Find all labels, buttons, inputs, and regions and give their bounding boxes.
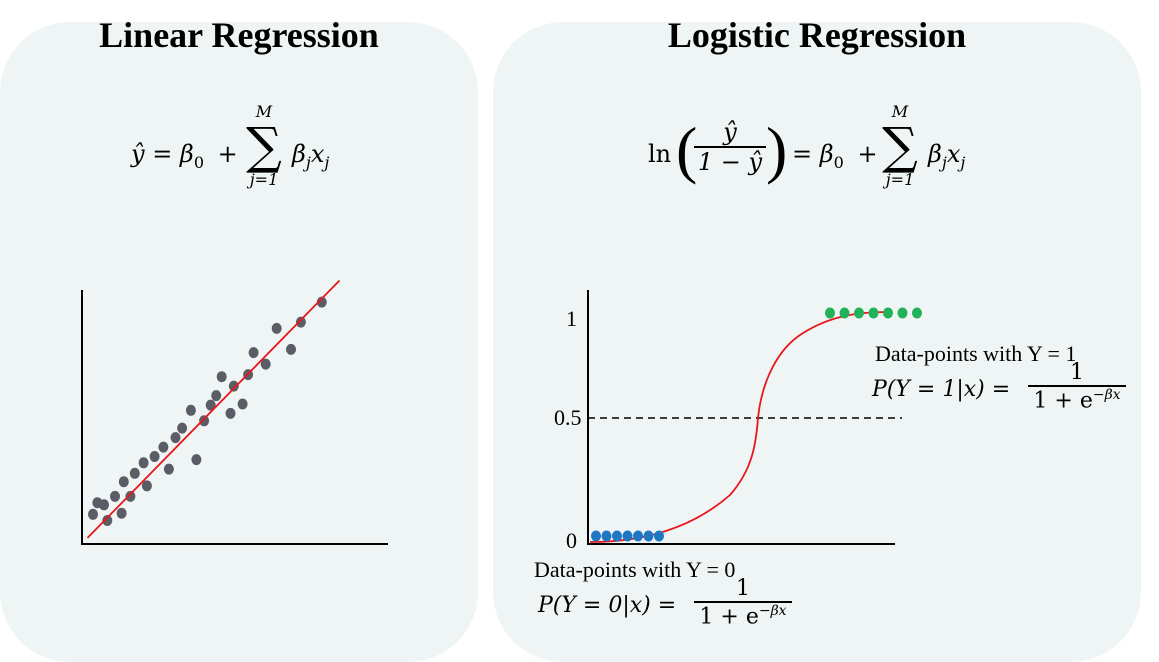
class-0-point bbox=[633, 530, 643, 542]
scatter-point bbox=[211, 390, 222, 402]
logistic-term-sub2: j bbox=[960, 152, 966, 172]
logistic-regression-panel bbox=[493, 22, 1141, 662]
logistic-frac-num: ŷ bbox=[723, 118, 737, 146]
scatter-point bbox=[295, 316, 306, 328]
y1-frac-line bbox=[1028, 385, 1126, 387]
scatter-point bbox=[138, 457, 149, 469]
scatter-point bbox=[163, 463, 174, 475]
scatter-point bbox=[237, 398, 248, 410]
class-1-point bbox=[825, 307, 835, 319]
scatter-point bbox=[99, 499, 109, 511]
y1-frac-den: 1 + e bbox=[1033, 387, 1093, 413]
y0-prob-lhs: P(Y = 0|x) = bbox=[538, 593, 677, 618]
linear-regression-title: Linear Regression bbox=[99, 15, 379, 55]
charts-canvas bbox=[81, 279, 922, 545]
class-1-point bbox=[868, 307, 879, 319]
logistic-sum-top: M bbox=[891, 102, 909, 121]
logistic-term-beta: β bbox=[928, 140, 942, 168]
class-1-point bbox=[912, 307, 922, 319]
logistic-eq-rhs: = β bbox=[792, 140, 834, 168]
logistic-odds-fraction: ŷ 1 − ŷ bbox=[694, 118, 766, 176]
logistic-eq-ln: ln bbox=[648, 140, 672, 168]
linear-sum-bottom: j=1 bbox=[249, 170, 279, 189]
linear-fit-line bbox=[86, 279, 341, 539]
scatter-point bbox=[102, 515, 113, 526]
y0-frac-line bbox=[694, 601, 792, 603]
linear-term-beta: β bbox=[292, 140, 306, 168]
linear-eq-lhs-sub: 0 bbox=[193, 152, 204, 172]
linear-eq-plus: + bbox=[217, 140, 238, 168]
y0-frac-den: 1 + e bbox=[699, 603, 759, 629]
scatter-point bbox=[88, 508, 98, 520]
logistic-term-x: x bbox=[946, 140, 961, 168]
class-0-point bbox=[591, 530, 601, 542]
logistic-frac-line bbox=[694, 146, 766, 148]
logistic-term-sub1: j bbox=[941, 152, 947, 172]
tick-label-0: 0 bbox=[566, 528, 577, 553]
scatter-point bbox=[116, 507, 127, 519]
linear-term-sub2: j bbox=[324, 152, 330, 172]
scatter-point bbox=[149, 451, 160, 462]
logistic-sum-bottom: j=1 bbox=[885, 170, 915, 189]
scatter-point bbox=[118, 476, 129, 488]
tick-label-0-5: 0.5 bbox=[554, 405, 582, 430]
scatter-point bbox=[248, 347, 259, 359]
logistic-eq-sub: 0 bbox=[833, 152, 844, 172]
class-0-point bbox=[601, 530, 612, 542]
y1-caption: Data-points with Y = 1 bbox=[875, 341, 1077, 366]
scatter-point bbox=[191, 454, 202, 466]
class-0-point bbox=[622, 530, 633, 542]
y0-frac-exp: −βx bbox=[758, 602, 787, 619]
scatter-point bbox=[316, 296, 327, 308]
linear-term-sub1: j bbox=[305, 152, 311, 172]
scatter-point bbox=[199, 415, 210, 427]
class-1-points bbox=[825, 307, 922, 319]
class-1-point bbox=[883, 307, 893, 319]
scatter-point bbox=[228, 380, 239, 392]
scatter-point bbox=[225, 407, 236, 419]
y1-prob-fraction: 1 1 + e−βx bbox=[1028, 360, 1126, 413]
scatter-point bbox=[158, 441, 169, 453]
class-0-points bbox=[591, 530, 664, 542]
class-1-point bbox=[839, 307, 850, 319]
scatter-point bbox=[129, 467, 140, 479]
y0-caption: Data-points with Y = 0 bbox=[534, 557, 736, 582]
logistic-frac-den: 1 − ŷ bbox=[697, 147, 763, 176]
y1-frac-exp: −βx bbox=[1092, 386, 1121, 403]
scatter-point bbox=[170, 432, 181, 444]
scatter-point bbox=[185, 404, 196, 416]
logistic-regression-title: Logistic Regression bbox=[667, 15, 967, 55]
scatter-point bbox=[271, 322, 282, 334]
y0-frac-num: 1 bbox=[736, 576, 750, 601]
y1-frac-num: 1 bbox=[1070, 360, 1084, 385]
linear-sum-top: M bbox=[255, 102, 273, 121]
linear-scatter-points bbox=[88, 296, 327, 526]
class-1-point bbox=[897, 307, 908, 319]
linear-term-x: x bbox=[310, 140, 325, 168]
class-0-point bbox=[612, 530, 622, 542]
class-0-point bbox=[643, 530, 654, 542]
logistic-sum-symbol: ∑ bbox=[882, 117, 918, 175]
tick-label-1: 1 bbox=[566, 306, 577, 331]
scatter-point bbox=[205, 399, 216, 411]
logistic-right-paren: ) bbox=[766, 114, 788, 185]
scatter-point bbox=[110, 490, 120, 502]
linear-sum-symbol: ∑ bbox=[246, 117, 282, 175]
scatter-point bbox=[286, 343, 296, 355]
y1-prob-lhs: P(Y = 1|x) = bbox=[872, 377, 1011, 402]
scatter-point bbox=[216, 371, 227, 383]
class-1-point bbox=[854, 307, 864, 319]
logistic-eq-plus: + bbox=[857, 140, 878, 168]
sigmoid-curve bbox=[589, 311, 889, 543]
scatter-point bbox=[177, 422, 188, 434]
scatter-point bbox=[260, 358, 271, 370]
class-0-point bbox=[654, 530, 664, 542]
scatter-point bbox=[125, 490, 136, 502]
y0-prob-fraction: 1 1 + e−βx bbox=[694, 576, 792, 629]
linear-regression-panel bbox=[0, 22, 478, 662]
linear-eq-lhs: ŷ = β bbox=[131, 140, 194, 168]
scatter-point bbox=[141, 480, 152, 492]
logistic-left-paren: ( bbox=[676, 114, 698, 185]
